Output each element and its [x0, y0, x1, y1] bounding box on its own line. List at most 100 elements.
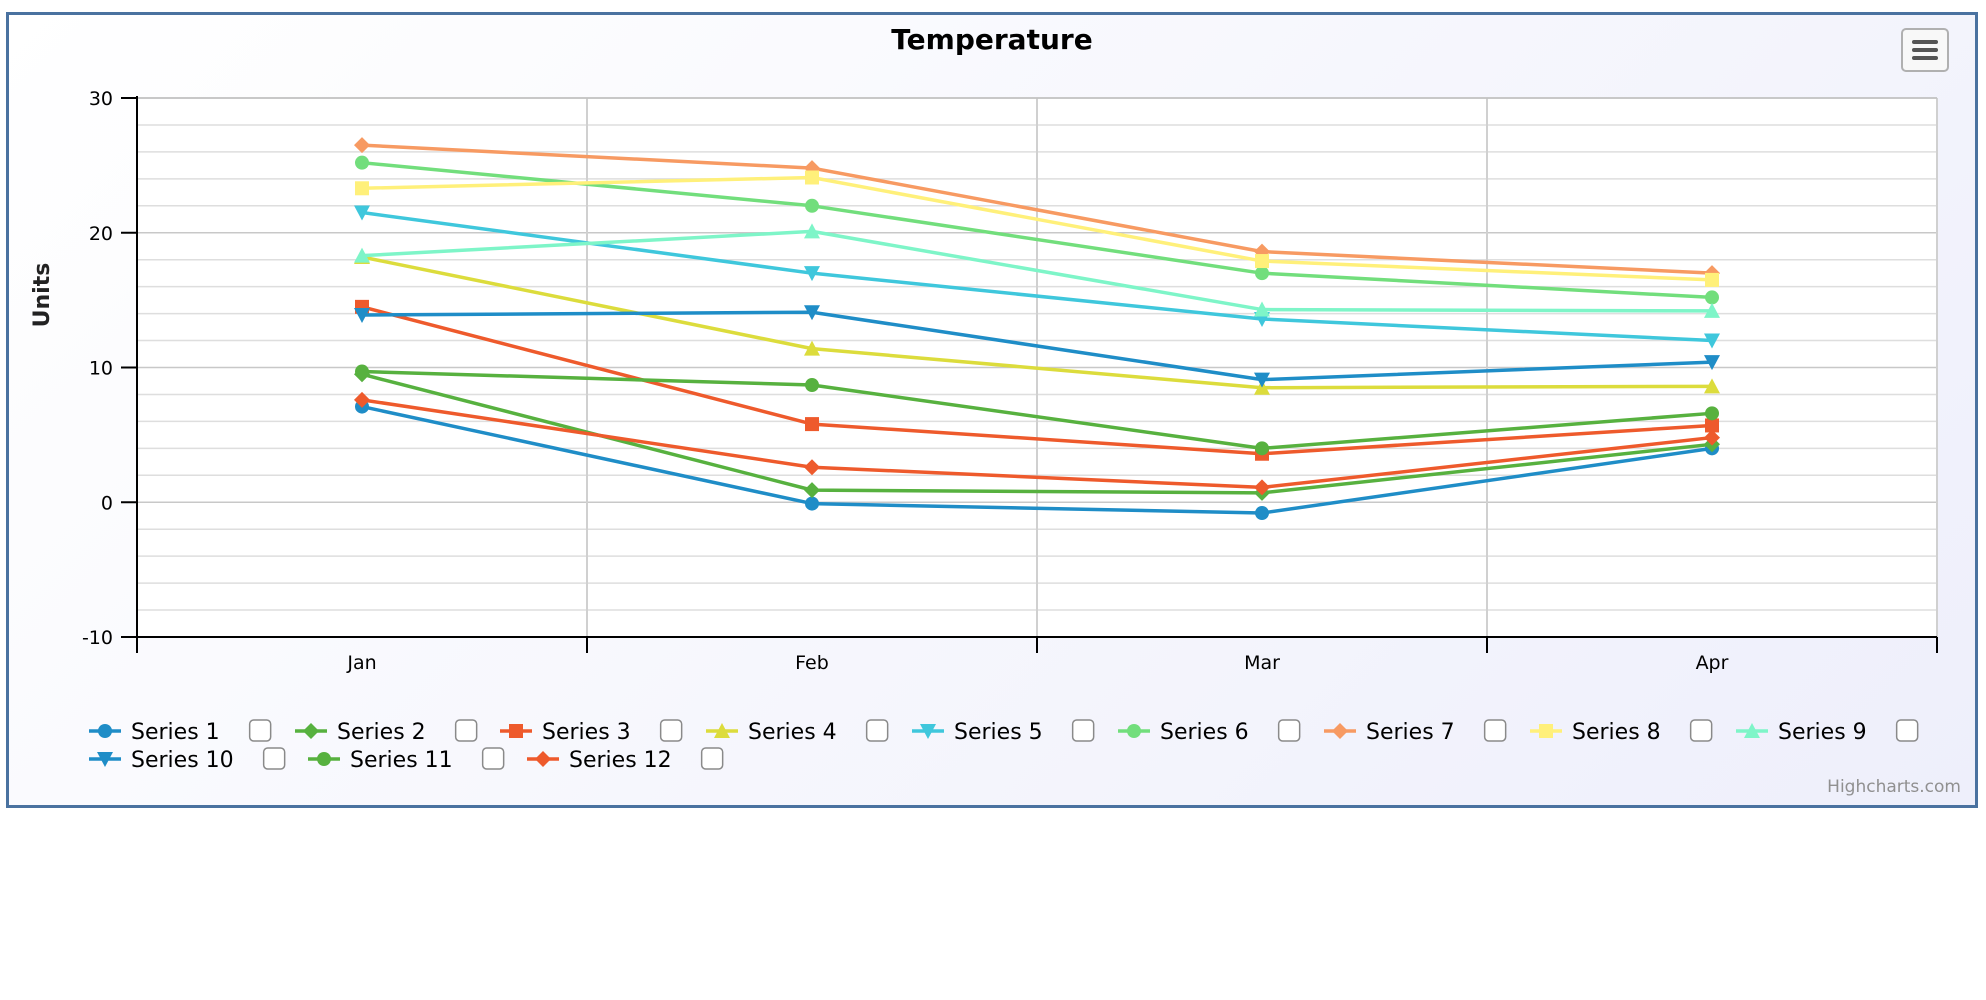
data-point[interactable]: [1254, 372, 1270, 388]
legend-label[interactable]: Series 2: [337, 720, 426, 745]
legend-checkbox[interactable]: [454, 719, 478, 742]
legend-item-2[interactable]: Series 2: [295, 720, 426, 745]
legend-item-3[interactable]: Series 3: [500, 720, 631, 745]
legend-label[interactable]: Series 3: [542, 720, 631, 745]
data-point[interactable]: [1255, 254, 1269, 269]
legend-symbol-marker[interactable]: [509, 724, 523, 738]
series-9[interactable]: [354, 223, 1720, 318]
data-point[interactable]: [804, 266, 820, 282]
series-line[interactable]: [361, 398, 1713, 490]
legend-checkbox[interactable]: [481, 747, 505, 770]
legend-symbol-marker[interactable]: [1744, 723, 1760, 738]
series-10[interactable]: [354, 305, 1720, 388]
data-point[interactable]: [354, 307, 370, 323]
legend-item-10[interactable]: Series 10: [89, 748, 234, 773]
legend-symbol-marker[interactable]: [97, 752, 113, 767]
hamburger-menu-icon[interactable]: [1912, 40, 1938, 60]
legend-label[interactable]: Series 1: [131, 720, 220, 745]
data-point[interactable]: [1704, 333, 1720, 349]
data-point[interactable]: [805, 198, 819, 213]
legend-label[interactable]: Series 5: [954, 720, 1043, 745]
series-line[interactable]: [361, 310, 1713, 382]
data-point[interactable]: [1255, 506, 1269, 521]
data-point[interactable]: [1704, 355, 1720, 371]
series-line[interactable]: [361, 229, 1713, 313]
series-line[interactable]: [361, 305, 1713, 456]
series-11[interactable]: [355, 364, 1719, 456]
legend-checkbox[interactable]: [248, 719, 272, 742]
data-point[interactable]: [805, 417, 819, 432]
data-point[interactable]: [1705, 290, 1719, 305]
legend-symbol-marker[interactable]: [303, 723, 319, 739]
series-12[interactable]: [354, 391, 1720, 496]
data-point[interactable]: [1255, 441, 1269, 456]
legend-label[interactable]: Series 4: [748, 720, 837, 745]
legend-checkbox[interactable]: [659, 719, 683, 742]
legend-label[interactable]: Series 12: [569, 748, 672, 773]
legend-symbol-marker[interactable]: [1539, 724, 1553, 738]
legend-item-8[interactable]: Series 8: [1530, 720, 1661, 745]
series-1[interactable]: [355, 399, 1719, 521]
series-line[interactable]: [361, 404, 1713, 515]
data-point[interactable]: [354, 137, 370, 154]
data-point[interactable]: [1254, 301, 1270, 317]
legend-item-1[interactable]: Series 1: [89, 720, 220, 745]
legend-item-5[interactable]: Series 5: [912, 720, 1043, 745]
data-point[interactable]: [804, 340, 820, 356]
data-point[interactable]: [1705, 418, 1719, 433]
legend-checkbox[interactable]: [700, 747, 724, 770]
legend-item-7[interactable]: Series 7: [1324, 720, 1455, 745]
series-line[interactable]: [361, 143, 1713, 275]
legend-label[interactable]: Series 11: [350, 748, 453, 773]
legend-checkbox[interactable]: [262, 747, 286, 770]
legend-item-9[interactable]: Series 9: [1736, 720, 1867, 745]
data-point[interactable]: [805, 378, 819, 393]
legend-checkbox[interactable]: [1895, 719, 1919, 742]
legend-label[interactable]: Series 10: [131, 748, 234, 773]
legend-symbol-marker[interactable]: [714, 723, 730, 738]
data-point[interactable]: [805, 496, 819, 511]
data-point[interactable]: [355, 364, 369, 379]
series-line[interactable]: [361, 255, 1713, 390]
legend-symbol-marker[interactable]: [920, 724, 936, 739]
legend-checkbox[interactable]: [1689, 719, 1713, 742]
legend-label[interactable]: Series 7: [1366, 720, 1455, 745]
data-point[interactable]: [1705, 272, 1719, 287]
data-point[interactable]: [354, 391, 370, 408]
legend-symbol-marker[interactable]: [317, 752, 331, 766]
series-8[interactable]: [355, 170, 1719, 287]
data-point[interactable]: [354, 205, 370, 221]
legend-symbol-marker[interactable]: [1127, 724, 1141, 738]
credits-link[interactable]: Highcharts.com: [1827, 777, 1961, 797]
legend-checkbox[interactable]: [865, 719, 889, 742]
legend-item-12[interactable]: Series 12: [527, 748, 672, 773]
data-point[interactable]: [804, 223, 820, 239]
legend-label[interactable]: Series 6: [1160, 720, 1249, 745]
data-point[interactable]: [1704, 429, 1720, 446]
data-point[interactable]: [1705, 406, 1719, 421]
data-point[interactable]: [1704, 302, 1720, 318]
legend-item-4[interactable]: Series 4: [706, 720, 837, 745]
data-point[interactable]: [1254, 479, 1270, 496]
legend-item-6[interactable]: Series 6: [1118, 720, 1249, 745]
legend-symbol-marker[interactable]: [535, 751, 551, 767]
data-point[interactable]: [1255, 266, 1269, 281]
data-point[interactable]: [354, 247, 370, 263]
data-point[interactable]: [805, 170, 819, 185]
series-line[interactable]: [361, 175, 1713, 282]
data-point[interactable]: [355, 181, 369, 196]
legend-item-11[interactable]: Series 11: [308, 748, 453, 773]
data-point[interactable]: [804, 459, 820, 476]
legend-checkbox[interactable]: [1071, 719, 1095, 742]
legend-label[interactable]: Series 8: [1572, 720, 1661, 745]
legend-checkbox[interactable]: [1483, 719, 1507, 742]
data-point[interactable]: [355, 155, 369, 170]
series-line[interactable]: [361, 369, 1713, 451]
data-point[interactable]: [804, 305, 820, 321]
data-point[interactable]: [804, 482, 820, 499]
legend-symbol-marker[interactable]: [98, 724, 112, 738]
legend-checkbox[interactable]: [1277, 719, 1301, 742]
menu-button[interactable]: [1901, 28, 1949, 72]
legend-label[interactable]: Series 9: [1778, 720, 1867, 745]
data-point[interactable]: [1704, 378, 1720, 394]
